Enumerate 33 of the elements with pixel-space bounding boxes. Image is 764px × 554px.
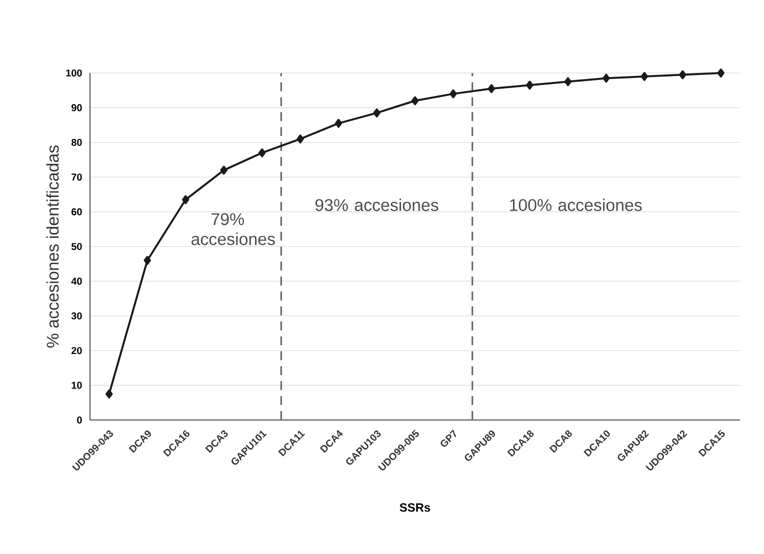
y-tick-label: 100 <box>66 69 82 77</box>
point <box>717 68 725 78</box>
y-tick-label: 50 <box>71 242 82 250</box>
point <box>450 89 457 98</box>
point <box>640 72 648 81</box>
y-tick-label: 70 <box>72 174 82 181</box>
point <box>182 195 190 204</box>
y-tick-label: 0 <box>77 416 82 424</box>
y-axis-title: % accesiones identificadas <box>46 145 59 348</box>
point <box>411 96 419 106</box>
y-tick-label: 40 <box>71 278 82 285</box>
point <box>258 148 266 158</box>
y-tick-label: 80 <box>71 138 82 146</box>
y-tick-label: 30 <box>71 312 82 320</box>
x-axis-title: SSRs <box>400 503 430 512</box>
point <box>488 84 496 94</box>
annotation: 93% accesiones <box>315 198 438 212</box>
y-tick-label: 60 <box>72 208 82 216</box>
point <box>106 389 113 398</box>
point <box>679 70 686 80</box>
y-tick-label: 20 <box>71 347 82 354</box>
point <box>220 166 228 175</box>
annotation: 79% accesiones <box>192 213 275 246</box>
point <box>296 134 304 144</box>
y-tick-label: 10 <box>72 382 82 389</box>
y-tick-label: 90 <box>71 104 82 112</box>
point <box>602 74 610 83</box>
point <box>334 118 342 128</box>
point <box>144 256 151 265</box>
point <box>526 80 534 90</box>
point <box>564 77 572 86</box>
annotation: 100% accesiones <box>510 198 642 212</box>
point <box>373 108 380 118</box>
